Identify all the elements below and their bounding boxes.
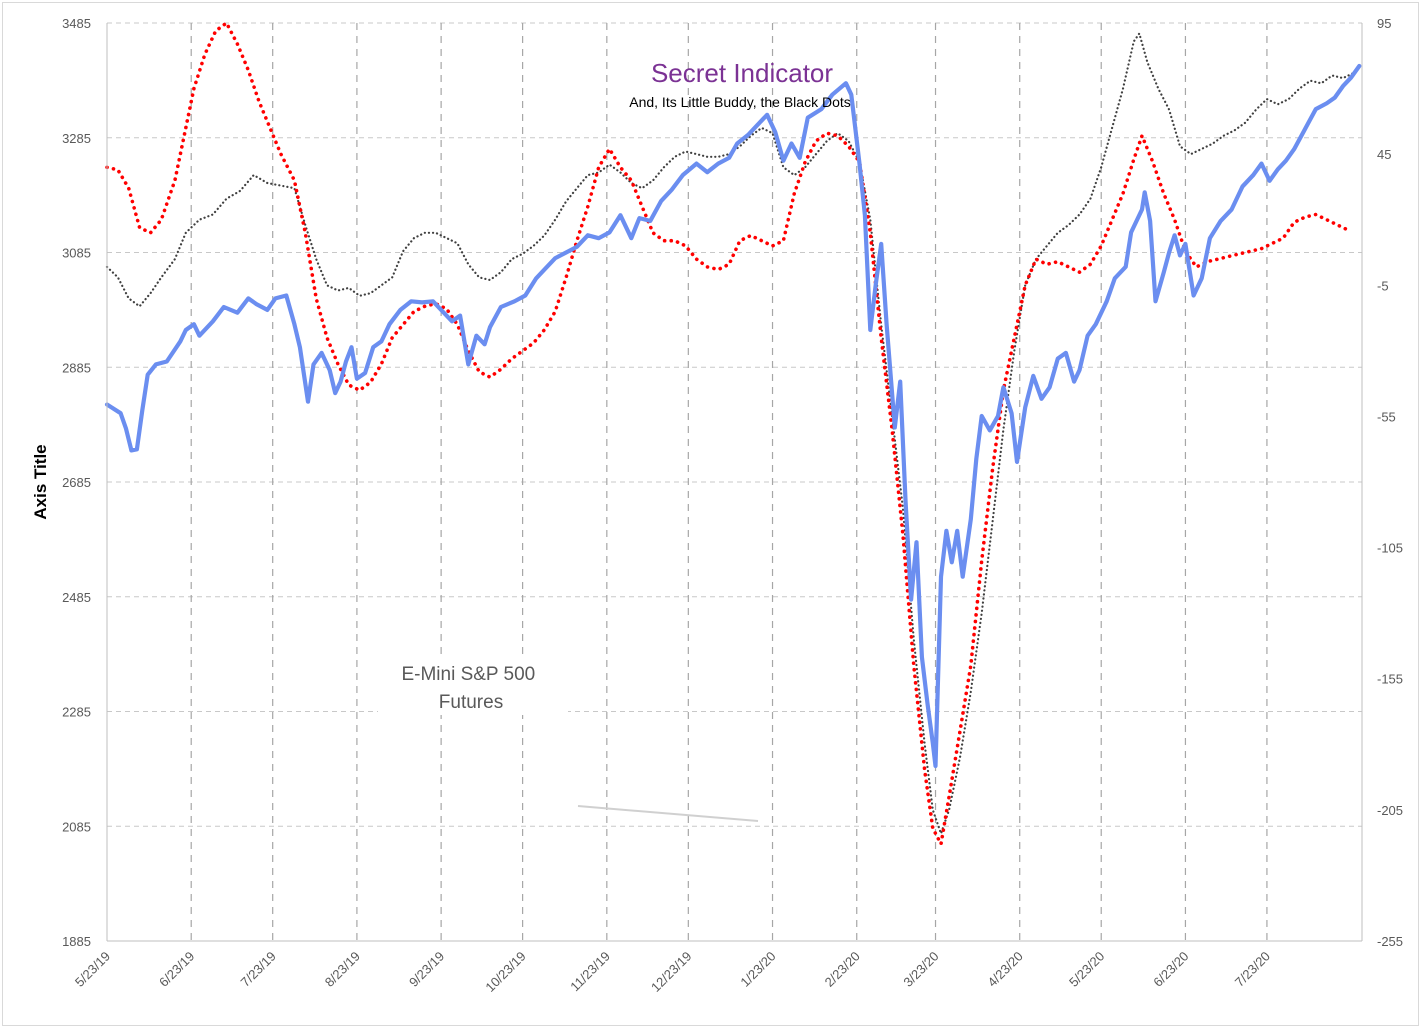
y-left-tick-label: 2885 (62, 360, 91, 375)
x-tick-label: 11/23/19 (567, 949, 613, 995)
annotation-label: E-Mini S&P 500 Futures (401, 664, 540, 713)
y-right-tick-label: -105 (1377, 541, 1403, 556)
x-tick-label: 8/23/19 (322, 949, 363, 990)
x-tick-label: 4/23/20 (985, 949, 1026, 990)
x-tick-label: 9/23/19 (406, 949, 447, 990)
x-tick-label: 3/23/20 (900, 949, 941, 990)
y-left-tick-label: 1885 (62, 934, 91, 949)
chart-title: Secret Indicator (651, 58, 833, 88)
annotation-line-1: E-Mini S&P 500 (401, 664, 535, 685)
x-tick-label: 7/23/19 (238, 949, 279, 990)
y-right-tick-label: -205 (1377, 803, 1403, 818)
y-right-tick-label: -55 (1377, 409, 1396, 424)
x-tick-label: 6/23/20 (1150, 949, 1191, 990)
series-line-blue (104, 63, 1362, 769)
series-group (104, 21, 1362, 846)
x-tick-label: 5/23/19 (72, 949, 113, 990)
annotation-box (378, 655, 568, 715)
y-axis-title: Axis Title (31, 444, 50, 519)
y-right-tick-label: -155 (1377, 672, 1403, 687)
y-right-tick-label: -5 (1377, 278, 1389, 293)
y-right-tick-label: 45 (1377, 147, 1391, 162)
y-left-tick-label: 3285 (62, 131, 91, 146)
x-tick-label: 5/23/20 (1066, 949, 1107, 990)
y-left-tick-label: 2685 (62, 475, 91, 490)
annotation-leader-line (577, 805, 759, 822)
y-right-tick-label: -255 (1377, 934, 1403, 949)
y-left-tick-label: 2085 (62, 819, 91, 834)
chart-subtitle: And, Its Little Buddy, the Black Dots (629, 94, 851, 110)
x-tick-label: 7/23/20 (1232, 949, 1273, 990)
y-left-tick-label: 2485 (62, 590, 91, 605)
y-left-tick-label: 2285 (62, 705, 91, 720)
x-tick-label: 1/23/20 (737, 949, 778, 990)
y-left-tick-label: 3085 (62, 246, 91, 261)
x-tick-label: 2/23/20 (822, 949, 863, 990)
x-tick-label: 10/23/19 (482, 949, 528, 995)
annotation-line-2: Futures (439, 692, 503, 713)
x-tick-label: 6/23/19 (156, 949, 197, 990)
y-right-tick-label: 95 (1377, 16, 1391, 31)
y-left-tick-label: 3485 (62, 16, 91, 31)
x-tick-label: 12/23/19 (648, 949, 694, 995)
